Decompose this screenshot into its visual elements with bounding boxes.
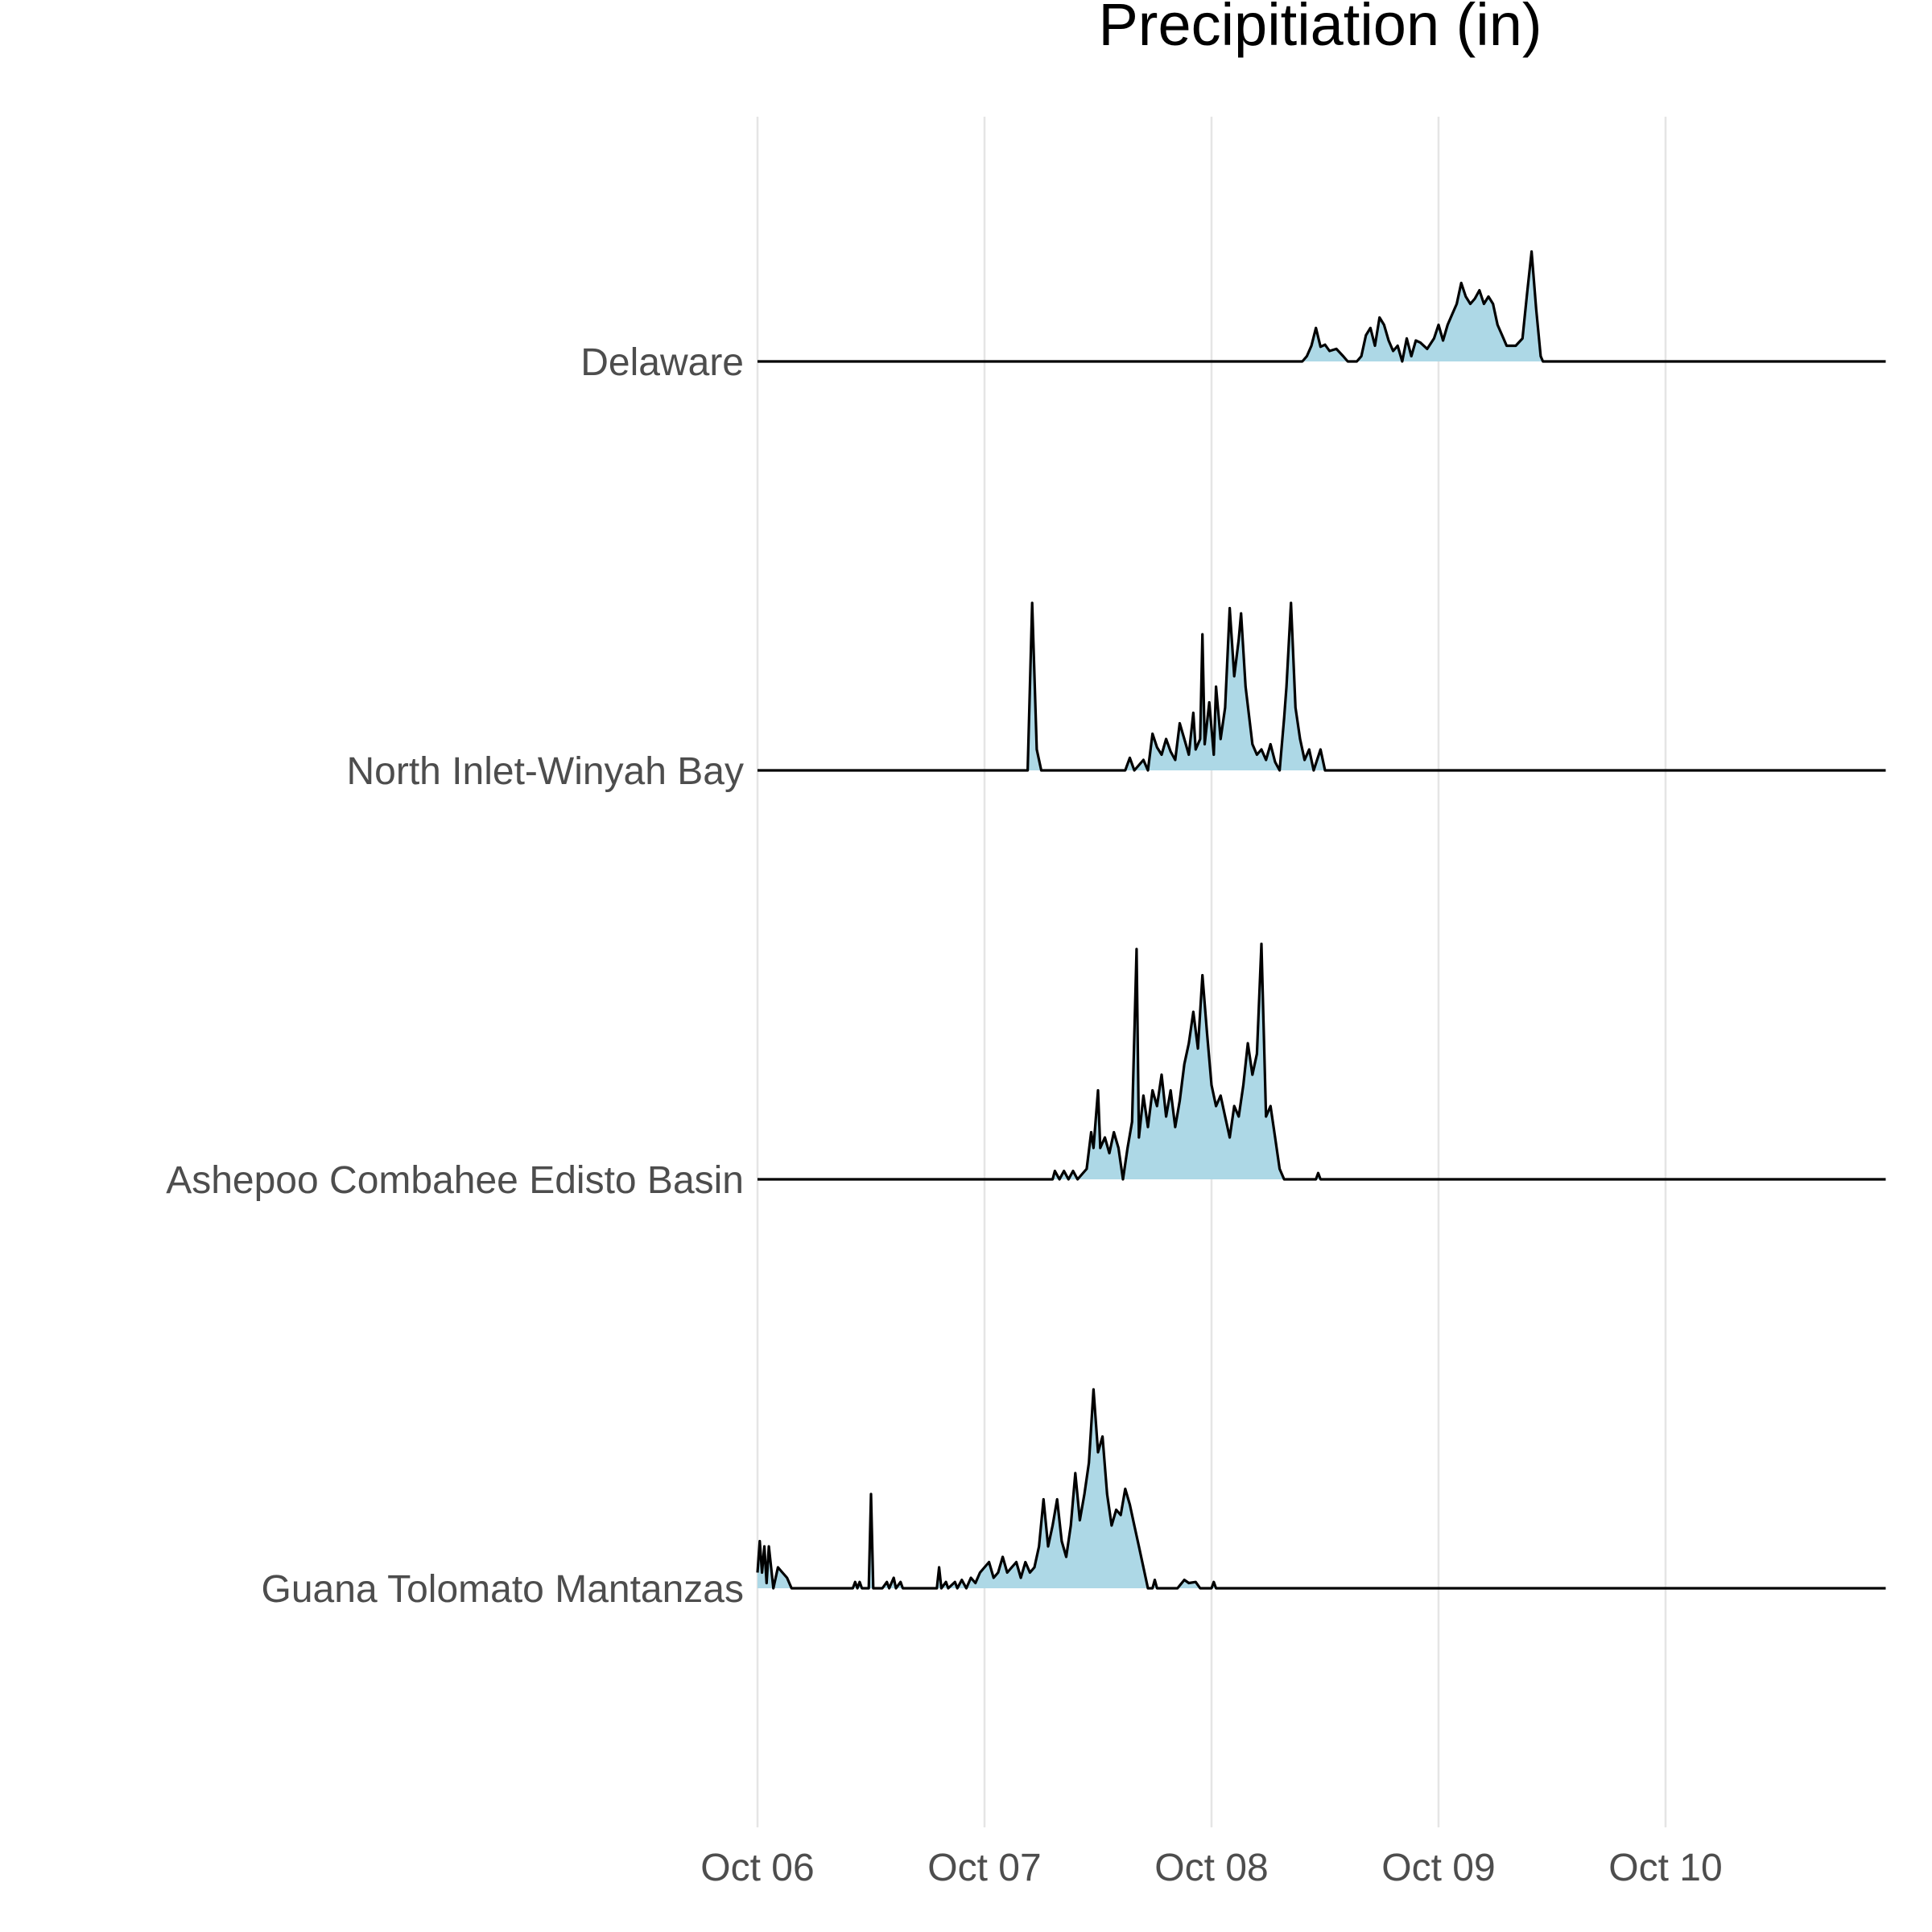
ridge-series-2 (758, 942, 1886, 1181)
ridge-line (756, 1388, 1886, 1590)
series-label: Ashepoo Combahee Edisto Basin (166, 1159, 744, 1202)
x-axis-labels: Oct 06 Oct 07 Oct 08 Oct 09 Oct 10 (700, 1847, 1722, 1889)
x-tick-label: Oct 07 (927, 1847, 1041, 1889)
x-tick-label: Oct 09 (1381, 1847, 1495, 1889)
ridge-series-0 (758, 250, 1886, 363)
series-label: North Inlet-Winyah Bay (346, 750, 744, 793)
ridge-line (758, 942, 1886, 1181)
x-tick-label: Oct 10 (1608, 1847, 1722, 1889)
ridge-line (758, 250, 1886, 363)
ridge-series-3 (756, 1388, 1886, 1590)
ridge-area (758, 1389, 1886, 1588)
ridge-area (758, 943, 1886, 1179)
x-tick-label: Oct 06 (700, 1847, 814, 1889)
series-label: Delaware (580, 341, 744, 384)
chart-title: Precipitiation (in) (1098, 0, 1542, 58)
ridges (756, 250, 1886, 1590)
grid-lines (756, 117, 1667, 1827)
y-axis-labels: Delaware North Inlet-Winyah Bay Ashepoo Co… (166, 341, 744, 1611)
ridge-series-1 (758, 601, 1886, 772)
ridge-area (758, 603, 1886, 770)
series-label: Guana Tolomato Mantanzas (262, 1568, 744, 1611)
ridge-line (758, 601, 1886, 772)
x-tick-label: Oct 08 (1154, 1847, 1268, 1889)
